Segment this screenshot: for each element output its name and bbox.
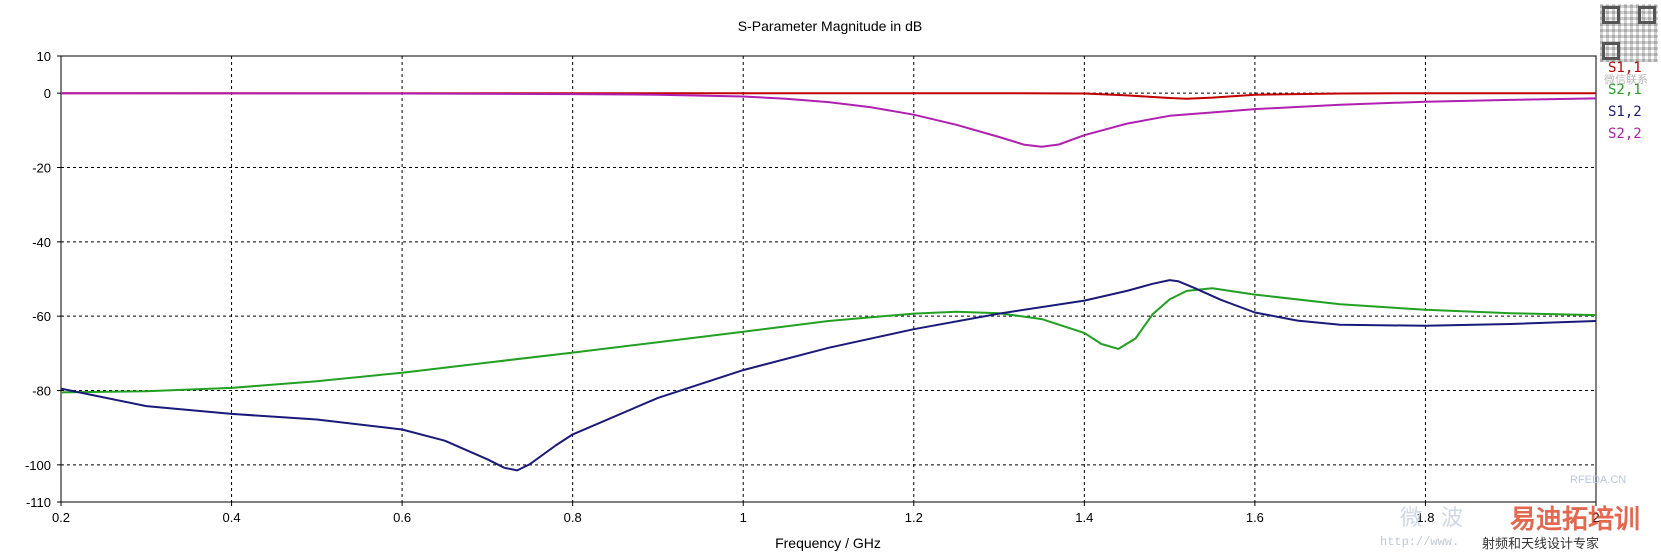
x-tick-label: 1 — [740, 510, 747, 525]
y-tick-label: -40 — [32, 235, 51, 250]
legend-entry: S2,1 — [1608, 82, 1642, 98]
x-tick-label: 1.8 — [1416, 510, 1434, 525]
watermark-site-text: RFEDA.CN — [1570, 474, 1627, 486]
watermark-wechat-text: 微信联系 — [1604, 73, 1648, 86]
y-tick-label: -20 — [32, 161, 51, 176]
qr-finder-tr — [1638, 6, 1656, 24]
x-tick-label: 0.4 — [223, 510, 241, 525]
y-tick-label: -60 — [32, 309, 51, 324]
x-tick-label: 1.6 — [1246, 510, 1264, 525]
y-tick-label: 10 — [37, 49, 51, 64]
x-axis-title: Frequency / GHz — [775, 535, 881, 551]
qr-finder-tl — [1602, 6, 1620, 24]
x-tick-label: 0.6 — [393, 510, 411, 525]
x-tick-label: 0.2 — [52, 510, 70, 525]
legend-entry: S2,2 — [1608, 126, 1642, 142]
series-line-s1-2 — [60, 279, 1597, 472]
x-axis: 0.2 0.4 0.6 0.8 1 1.2 1.4 1.6 1.8 2 — [52, 502, 1600, 525]
watermark-url-text: http://www. — [1380, 535, 1460, 549]
x-tick-label: 0.8 — [564, 510, 582, 525]
watermark-brand-text: 易迪拓培训 — [1510, 505, 1641, 535]
x-tick-label: 2 — [1592, 510, 1599, 525]
qr-finder-bl — [1602, 42, 1620, 60]
legend-entry: S1,2 — [1608, 104, 1642, 120]
x-tick-label: 1.4 — [1075, 510, 1093, 525]
y-tick-label: -80 — [32, 384, 51, 399]
series-line-s2-1 — [60, 287, 1597, 394]
y-tick-label: -100 — [25, 458, 51, 473]
series-line-s2-2 — [60, 92, 1597, 148]
y-tick-label: -110 — [26, 495, 51, 510]
watermark-sub-text: 射频和天线设计专家 — [1482, 537, 1600, 552]
legend: S1,1 S2,1 S1,2 S2,2 — [1608, 60, 1642, 142]
qr-code-image — [1600, 4, 1658, 62]
watermark-logo: RFEDA.CN 微 波 易迪拓培训 http://www. 射频和天线设计专家 — [1380, 467, 1660, 552]
chart-title: S-Parameter Magnitude in dB — [738, 18, 922, 34]
plot-frame — [60, 55, 1597, 503]
watermark-cn-left: 微 波 — [1400, 506, 1469, 531]
series-lines — [60, 92, 1597, 472]
legend-entry: S1,1 — [1608, 60, 1642, 76]
x-tick-label: 1.2 — [905, 510, 923, 525]
y-axis: 10 0 -20 -40 -60 -80 -100 -110 — [25, 49, 61, 510]
y-tick-label: 0 — [44, 86, 51, 101]
